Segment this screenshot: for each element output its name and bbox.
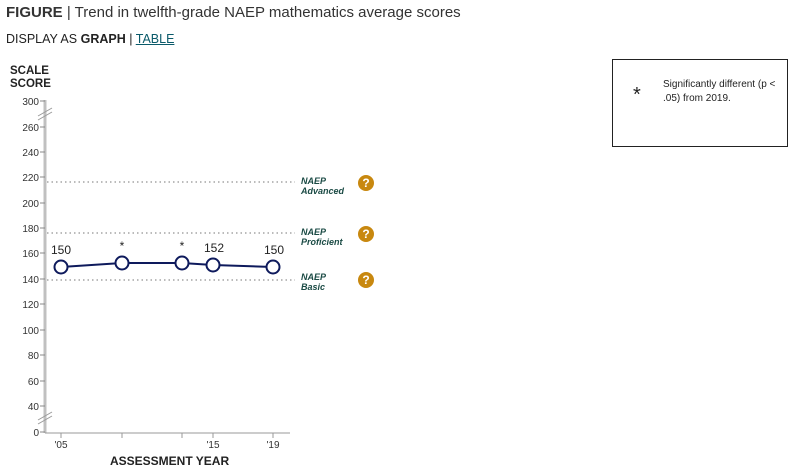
svg-text:100: 100 (22, 326, 39, 337)
figure-title: FIGURE | Trend in twelfth-grade NAEP mat… (6, 4, 461, 21)
y-axis-label-line2: SCORE (10, 78, 51, 90)
svg-text:0: 0 (33, 428, 39, 439)
svg-text:'05: '05 (54, 440, 67, 451)
display-table-link[interactable]: TABLE (135, 32, 175, 46)
help-basic-icon[interactable]: ? (358, 272, 374, 288)
axis-break-icon (37, 107, 53, 425)
svg-text:'19: '19 (266, 440, 279, 451)
significance-legend: * Significantly different (p < .05) from… (612, 59, 788, 147)
figure-label: FIGURE (6, 4, 63, 21)
svg-text:150: 150 (51, 243, 71, 257)
title-text: Trend in twelfth-grade NAEP mathematics … (74, 4, 461, 21)
level-advanced-line1: NAEP (301, 176, 327, 186)
point-2009[interactable] (114, 255, 130, 271)
y-ticks (40, 100, 45, 433)
svg-text:200: 200 (22, 199, 39, 210)
svg-text:160: 160 (22, 249, 39, 260)
x-axis-label: ASSESSMENT YEAR (110, 454, 230, 468)
svg-text:140: 140 (22, 275, 39, 286)
svg-text:260: 260 (22, 123, 39, 134)
level-basic-label: NAEP Basic (301, 272, 326, 292)
data-points (53, 255, 281, 275)
level-basic-line2: Basic (301, 282, 326, 292)
level-advanced-label: NAEP Advanced (301, 176, 344, 196)
title-separator: | (66, 4, 71, 21)
svg-text:80: 80 (28, 351, 40, 362)
level-proficient-line2: Proficient (301, 237, 343, 247)
display-graph-current: GRAPH (80, 32, 126, 46)
level-proficient-line1: NAEP (301, 227, 327, 237)
help-proficient-icon[interactable]: ? (358, 226, 374, 242)
svg-text:240: 240 (22, 148, 39, 159)
svg-text:180: 180 (22, 224, 39, 235)
svg-text:*: * (180, 239, 185, 253)
achievement-level-lines (47, 181, 295, 281)
svg-text:152: 152 (204, 241, 224, 255)
level-advanced-line2: Advanced (301, 186, 345, 196)
svg-text:150: 150 (264, 243, 284, 257)
display-toggle: DISPLAY AS GRAPH | TABLE (6, 32, 174, 46)
help-advanced-icon[interactable]: ? (358, 175, 374, 191)
x-tick-labels: '05 '15 '19 (54, 440, 279, 451)
svg-text:120: 120 (22, 300, 39, 311)
point-2013[interactable] (174, 255, 190, 271)
level-proficient-label: NAEP Proficient (301, 227, 343, 247)
svg-text:40: 40 (28, 402, 40, 413)
score-trend-line (60, 262, 274, 268)
display-separator: | (129, 32, 133, 46)
y-axis-label-line1: SCALE (10, 65, 49, 77)
point-labels: 150 * * 152 150 (51, 239, 284, 257)
asterisk-icon: * (633, 84, 641, 106)
display-as-label: DISPLAY AS (6, 32, 78, 46)
svg-text:300: 300 (22, 97, 39, 108)
point-2005[interactable] (53, 259, 69, 275)
legend-text: Significantly different (p < .05) from 2… (663, 79, 776, 104)
svg-text:220: 220 (22, 173, 39, 184)
y-axis-label: SCALE SCORE (10, 65, 51, 91)
point-2015[interactable] (205, 257, 221, 273)
svg-text:60: 60 (28, 377, 40, 388)
y-tick-labels: 300 260 240 220 200 180 160 140 120 100 … (22, 97, 39, 439)
x-ticks (60, 433, 274, 438)
svg-text:'15: '15 (206, 440, 219, 451)
level-basic-line1: NAEP (301, 272, 327, 282)
svg-text:*: * (120, 239, 125, 253)
point-2019[interactable] (265, 259, 281, 275)
